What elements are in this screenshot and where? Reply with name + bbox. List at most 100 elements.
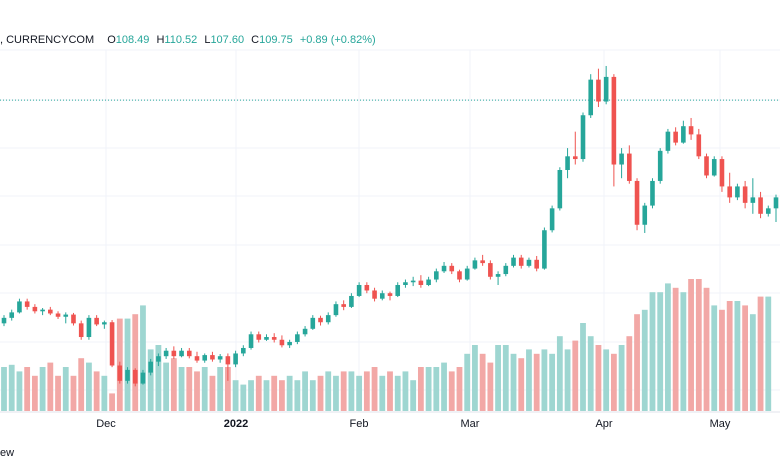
volume-bar — [541, 349, 548, 411]
volume-bar — [695, 279, 702, 411]
volume-bar — [742, 305, 749, 411]
volume-bar — [402, 371, 409, 411]
open-label: O — [107, 34, 116, 46]
volume-bar — [657, 292, 664, 411]
high-label: H — [156, 34, 165, 46]
volume-bar — [665, 283, 671, 411]
candle-body — [63, 314, 69, 317]
candle-body — [495, 274, 501, 277]
candle-body — [225, 356, 231, 365]
volume-bar — [672, 287, 679, 411]
candle-body — [742, 186, 748, 203]
volume-bar — [595, 345, 602, 411]
candle-body — [117, 365, 123, 381]
candle-body — [534, 259, 539, 269]
candle-body — [518, 257, 524, 266]
candle-body — [480, 260, 485, 264]
candle-body — [202, 355, 208, 361]
candle-body — [179, 350, 184, 357]
volume-bar — [417, 367, 424, 411]
volume-bar — [232, 380, 239, 411]
volume-bar — [309, 380, 316, 411]
brand-text: ew — [0, 447, 15, 459]
x-tick-label: May — [710, 418, 731, 430]
candle-body — [611, 76, 617, 165]
candle-body — [163, 350, 169, 357]
candle-body — [40, 309, 45, 312]
volume-bar — [626, 336, 633, 411]
candle-body — [341, 304, 346, 307]
candle-body — [248, 334, 254, 348]
candle-body — [71, 314, 76, 324]
volume-bar — [564, 349, 571, 411]
candle-body — [132, 369, 138, 384]
candle-body — [650, 180, 655, 206]
volume-bar — [703, 287, 710, 411]
candle-body — [758, 197, 763, 214]
candle-body — [271, 337, 277, 340]
volume-bar — [302, 371, 308, 411]
candle-body — [418, 280, 424, 285]
low-value: 107.60 — [210, 34, 245, 46]
volume-bar — [271, 375, 278, 411]
volume-bar — [510, 353, 517, 411]
candle-body — [333, 304, 339, 316]
candle-body — [627, 153, 632, 181]
volume-bar — [726, 301, 733, 411]
candle-body — [696, 134, 702, 157]
volume-bar — [603, 349, 610, 411]
candle-body — [217, 356, 223, 360]
volume-bar — [155, 345, 162, 411]
low-label: L — [204, 34, 211, 46]
volume-bar — [286, 375, 293, 411]
volume-bar — [194, 371, 200, 411]
candle-body — [603, 76, 609, 102]
volume-bar — [711, 305, 718, 411]
volume-bar — [31, 375, 38, 411]
candle-body — [233, 353, 238, 365]
volume-bar — [132, 314, 139, 411]
candle-body — [588, 79, 594, 116]
candle-body — [434, 271, 439, 280]
candle-body — [279, 339, 285, 346]
x-tick-label: Feb — [350, 418, 369, 430]
x-tick-label: Mar — [461, 418, 480, 430]
volume-bar — [109, 393, 115, 411]
volume-bar — [248, 380, 254, 411]
candle-body — [619, 153, 624, 165]
candle-body — [325, 315, 331, 323]
volume-bar — [325, 371, 332, 411]
candle-body — [511, 257, 516, 266]
candle-body — [596, 79, 601, 102]
candle-body — [140, 372, 146, 384]
candle-body — [356, 285, 362, 296]
volume-bar — [456, 367, 463, 411]
volume-bar — [641, 309, 648, 411]
volume-bar — [448, 371, 455, 411]
candle-body — [457, 271, 462, 280]
volume-bar — [55, 375, 61, 411]
candle-body — [32, 306, 38, 312]
volume-bar — [24, 367, 31, 411]
volume-bar — [101, 375, 108, 411]
volume-bar — [217, 367, 224, 411]
volume-bar — [363, 371, 370, 411]
candle-body — [634, 180, 640, 225]
volume-bar — [410, 380, 417, 411]
candle-body — [310, 317, 316, 329]
candle-body — [735, 186, 740, 198]
volume-bar — [734, 301, 741, 411]
volume-bar — [387, 371, 393, 411]
candle-body — [24, 301, 30, 307]
volume-bar — [688, 279, 694, 411]
volume-bar — [1, 367, 7, 411]
candle-body — [711, 159, 717, 176]
candle-body — [572, 156, 578, 160]
candle-body — [1, 317, 7, 324]
volume-bar — [201, 367, 208, 411]
volume-bar — [294, 380, 301, 411]
candle-body — [94, 317, 99, 325]
candle-body — [542, 230, 547, 269]
volume-bar — [356, 375, 363, 411]
